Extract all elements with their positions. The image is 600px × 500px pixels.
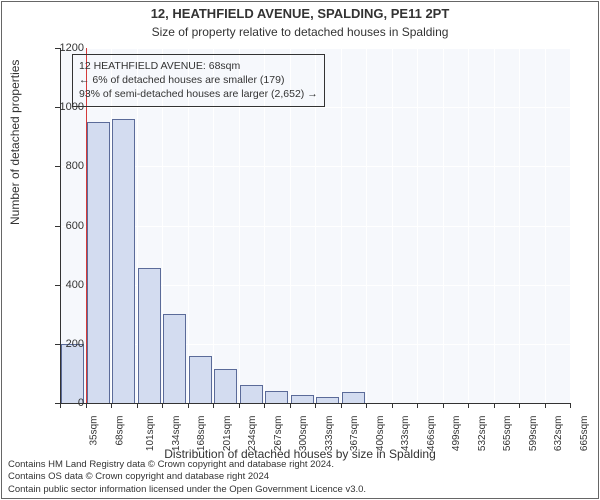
y-tick-label: 800 bbox=[44, 160, 84, 172]
y-tick-mark bbox=[55, 226, 60, 227]
histogram-bar bbox=[163, 314, 186, 403]
x-tick-mark bbox=[468, 403, 469, 408]
x-tick-label: 101sqm bbox=[145, 416, 156, 452]
y-tick-label: 1200 bbox=[44, 42, 84, 54]
gridline-vertical bbox=[519, 48, 520, 403]
footer-line: Contains OS data © Crown copyright and d… bbox=[8, 471, 366, 483]
histogram-bar bbox=[214, 369, 237, 403]
chart-subtitle: Size of property relative to detached ho… bbox=[0, 23, 600, 39]
x-tick-label: 632sqm bbox=[553, 416, 564, 452]
x-tick-mark bbox=[239, 403, 240, 408]
x-tick-mark bbox=[545, 403, 546, 408]
x-tick-mark bbox=[366, 403, 367, 408]
x-tick-mark bbox=[443, 403, 444, 408]
gridline-vertical bbox=[341, 48, 342, 403]
info-box-line: ← 6% of detached houses are smaller (179… bbox=[79, 73, 318, 87]
y-tick-label: 200 bbox=[44, 338, 84, 350]
gridline-vertical bbox=[443, 48, 444, 403]
x-tick-mark bbox=[570, 403, 571, 408]
x-tick-label: 367sqm bbox=[349, 416, 360, 452]
histogram-bar bbox=[87, 122, 110, 403]
y-tick-label: 600 bbox=[44, 220, 84, 232]
x-tick-mark bbox=[60, 403, 61, 408]
histogram-bar bbox=[291, 395, 314, 403]
histogram-bar bbox=[138, 268, 161, 403]
footer-line: Contain public sector information licens… bbox=[8, 484, 366, 496]
histogram-bar bbox=[112, 119, 135, 403]
x-tick-label: 499sqm bbox=[451, 416, 462, 452]
x-tick-label: 168sqm bbox=[196, 416, 207, 452]
x-tick-label: 665sqm bbox=[579, 416, 590, 452]
y-tick-label: 400 bbox=[44, 279, 84, 291]
chart-title: 12, HEATHFIELD AVENUE, SPALDING, PE11 2P… bbox=[0, 0, 600, 23]
info-box: 12 HEATHFIELD AVENUE: 68sqm← 6% of detac… bbox=[72, 54, 325, 107]
x-tick-mark bbox=[162, 403, 163, 408]
gridline-vertical bbox=[468, 48, 469, 403]
x-tick-label: 201sqm bbox=[222, 416, 233, 452]
x-tick-label: 35sqm bbox=[89, 416, 100, 446]
histogram-bar bbox=[61, 344, 84, 403]
x-tick-mark bbox=[341, 403, 342, 408]
x-tick-mark bbox=[111, 403, 112, 408]
x-tick-mark bbox=[494, 403, 495, 408]
y-tick-mark bbox=[55, 344, 60, 345]
chart-container: 12, HEATHFIELD AVENUE, SPALDING, PE11 2P… bbox=[0, 0, 600, 500]
x-tick-mark bbox=[188, 403, 189, 408]
x-tick-mark bbox=[417, 403, 418, 408]
x-tick-label: 532sqm bbox=[477, 416, 488, 452]
histogram-bar bbox=[240, 385, 263, 403]
y-tick-label: 1000 bbox=[44, 101, 84, 113]
x-tick-label: 134sqm bbox=[171, 416, 182, 452]
x-tick-label: 300sqm bbox=[298, 416, 309, 452]
x-tick-mark bbox=[392, 403, 393, 408]
y-axis-label: Number of detached properties bbox=[8, 60, 22, 225]
y-tick-mark bbox=[55, 166, 60, 167]
x-tick-label: 68sqm bbox=[114, 416, 125, 446]
x-tick-mark bbox=[86, 403, 87, 408]
x-tick-label: 400sqm bbox=[375, 416, 386, 452]
x-tick-mark bbox=[213, 403, 214, 408]
x-tick-label: 599sqm bbox=[528, 416, 539, 452]
x-tick-label: 333sqm bbox=[324, 416, 335, 452]
x-tick-mark bbox=[137, 403, 138, 408]
x-tick-mark bbox=[290, 403, 291, 408]
footer-line: Contains HM Land Registry data © Crown c… bbox=[8, 459, 366, 471]
y-tick-mark bbox=[55, 285, 60, 286]
info-box-line: 12 HEATHFIELD AVENUE: 68sqm bbox=[79, 59, 318, 73]
info-box-line: 93% of semi-detached houses are larger (… bbox=[79, 87, 318, 101]
histogram-bar bbox=[189, 356, 212, 403]
x-tick-label: 565sqm bbox=[502, 416, 513, 452]
histogram-bar bbox=[265, 391, 288, 403]
x-tick-mark bbox=[519, 403, 520, 408]
y-tick-label: 0 bbox=[44, 397, 84, 409]
x-tick-label: 267sqm bbox=[273, 416, 284, 452]
footer-attribution: Contains HM Land Registry data © Crown c… bbox=[8, 459, 366, 496]
x-tick-label: 234sqm bbox=[247, 416, 258, 452]
y-tick-mark bbox=[55, 107, 60, 108]
x-tick-mark bbox=[264, 403, 265, 408]
x-tick-label: 466sqm bbox=[426, 416, 437, 452]
y-tick-mark bbox=[55, 48, 60, 49]
gridline-vertical bbox=[545, 48, 546, 403]
x-tick-mark bbox=[315, 403, 316, 408]
gridline-vertical bbox=[417, 48, 418, 403]
gridline-vertical bbox=[570, 48, 571, 403]
gridline-vertical bbox=[494, 48, 495, 403]
gridline-vertical bbox=[392, 48, 393, 403]
x-tick-label: 433sqm bbox=[400, 416, 411, 452]
gridline-vertical bbox=[366, 48, 367, 403]
histogram-bar bbox=[342, 392, 365, 403]
plot-area: 12 HEATHFIELD AVENUE: 68sqm← 6% of detac… bbox=[60, 48, 570, 403]
